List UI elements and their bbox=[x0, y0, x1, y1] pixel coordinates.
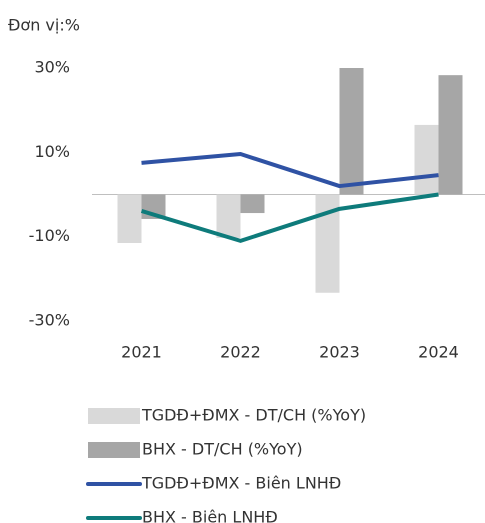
y-tick-label: 10% bbox=[34, 142, 70, 161]
x-tick-label: 2022 bbox=[220, 343, 261, 362]
legend-label: TGDĐ+ĐMX - DT/CH (%YoY) bbox=[141, 406, 366, 425]
bar bbox=[414, 124, 439, 195]
x-tick-label: 2024 bbox=[418, 343, 459, 362]
bar bbox=[216, 194, 241, 238]
bar bbox=[339, 68, 364, 195]
bar bbox=[240, 194, 265, 214]
y-tick-label: -30% bbox=[29, 311, 70, 330]
y-tick-label: 30% bbox=[34, 58, 70, 77]
legend-swatch bbox=[88, 408, 140, 424]
line bbox=[141, 152, 439, 189]
unit-label: Đơn vị:% bbox=[8, 16, 80, 35]
bar bbox=[117, 194, 142, 243]
legend-label: BHX - DT/CH (%YoY) bbox=[142, 440, 303, 459]
legend-label: TGDĐ+ĐMX - Biên LNHĐ bbox=[141, 474, 341, 493]
legend-swatch bbox=[88, 442, 140, 458]
bar bbox=[438, 75, 463, 195]
y-tick-label: -10% bbox=[29, 226, 70, 245]
line bbox=[140, 192, 439, 243]
x-tick-label: 2021 bbox=[121, 343, 162, 362]
legend-label: BHX - Biên LNHĐ bbox=[142, 508, 278, 523]
x-tick-label: 2023 bbox=[319, 343, 360, 362]
